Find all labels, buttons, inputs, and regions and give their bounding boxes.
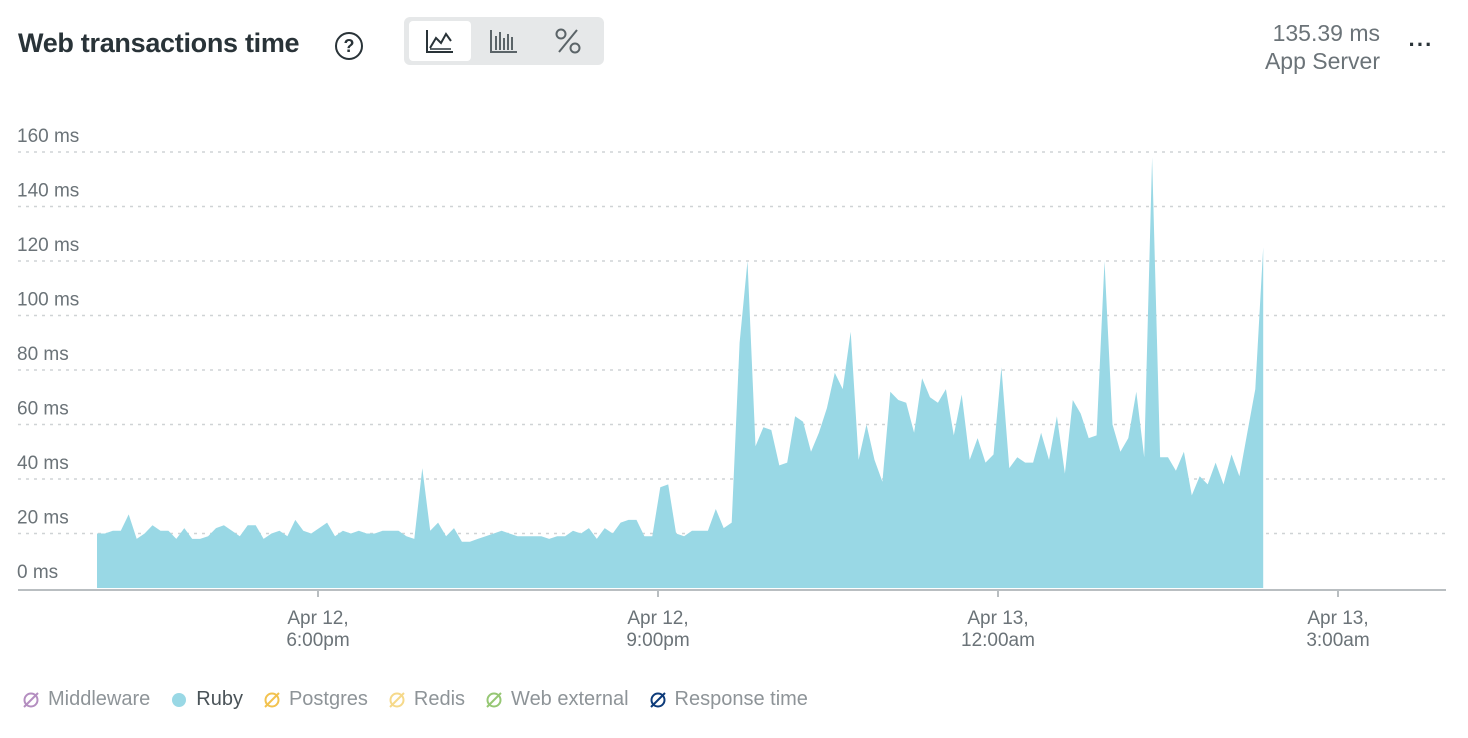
y-tick-label: 140 ms: [17, 181, 79, 202]
area-chart-icon: [426, 30, 453, 53]
percent-toggle-button[interactable]: [537, 21, 599, 61]
legend-label: Ruby: [196, 688, 243, 710]
y-tick-label: 20 ms: [17, 508, 69, 529]
legend-label: Middleware: [48, 688, 151, 710]
x-tick-label-time: 6:00pm: [286, 630, 349, 651]
eye-slash-icon: [263, 691, 281, 709]
legend-item-redis[interactable]: Redis: [388, 688, 465, 711]
x-tick-label-time: 12:00am: [961, 630, 1035, 651]
y-tick-label: 0 ms: [17, 562, 58, 583]
summary-label: App Server: [1264, 48, 1380, 74]
area-chart-toggle-button[interactable]: [409, 21, 471, 61]
x-tick-label-date: Apr 12,: [627, 608, 688, 629]
ellipsis-icon[interactable]: ···: [1408, 32, 1434, 57]
legend-label: Redis: [413, 688, 466, 710]
percent-icon: [555, 28, 581, 54]
y-tick-label: 120 ms: [17, 235, 79, 256]
bar-chart-icon: [490, 30, 517, 53]
y-tick-label: 80 ms: [17, 344, 69, 365]
legend-item-middleware[interactable]: Middleware: [22, 688, 150, 711]
summary-value: 135.39 ms: [1272, 20, 1380, 46]
eye-slash-icon: [485, 691, 503, 709]
bar-chart-toggle-button[interactable]: [473, 21, 535, 61]
x-tick-label-date: Apr 13,: [1307, 608, 1368, 629]
chart-legend: Middleware Ruby Postgres Redis Web external R…: [22, 688, 828, 711]
legend-label: Postgres: [288, 688, 368, 710]
legend-item-postgres[interactable]: Postgres: [263, 688, 368, 711]
y-tick-label: 40 ms: [17, 453, 69, 474]
legend-label: Web external: [511, 688, 629, 710]
legend-item-web-external[interactable]: Web external: [485, 688, 629, 711]
x-tick-label-time: 9:00pm: [626, 630, 689, 651]
eye-slash-icon: [388, 691, 406, 709]
question-circle-icon[interactable]: ?: [335, 32, 363, 60]
legend-label: Response time: [674, 688, 808, 710]
chart-type-toggle: [404, 17, 604, 65]
x-tick-label-time: 3:00am: [1306, 630, 1369, 651]
ruby-area-series[interactable]: [97, 157, 1264, 588]
legend-item-response-time[interactable]: Response time: [649, 688, 808, 711]
y-tick-label: 100 ms: [17, 290, 79, 311]
y-tick-label: 160 ms: [17, 126, 79, 147]
legend-item-ruby[interactable]: Ruby: [170, 688, 243, 711]
dot-icon: [170, 691, 188, 709]
chart-title: Web transactions time: [18, 28, 300, 58]
x-tick-label-date: Apr 12,: [287, 608, 348, 629]
eye-slash-icon: [22, 691, 40, 709]
web-transactions-chart: 0 ms 20 ms 40 ms 60 ms 80 ms 100 ms 120 ms 140 …: [17, 126, 1446, 651]
x-tick-label-date: Apr 13,: [967, 608, 1028, 629]
y-tick-label: 60 ms: [17, 399, 69, 420]
eye-slash-icon: [649, 691, 667, 709]
